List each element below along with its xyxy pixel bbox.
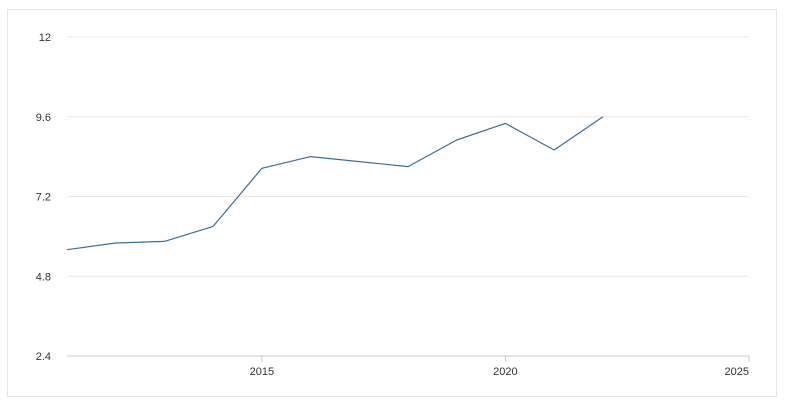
y-tick-label: 7.2 bbox=[36, 192, 51, 204]
y-tick-label: 2.4 bbox=[36, 351, 51, 363]
series bbox=[66, 116, 604, 251]
series-line bbox=[66, 116, 604, 251]
chart-frame bbox=[7, 9, 777, 397]
y-tick-label: 4.8 bbox=[36, 271, 51, 283]
x-tick-label: 2025 bbox=[725, 366, 749, 378]
gridlines bbox=[67, 36, 749, 277]
y-tick-label: 12 bbox=[39, 32, 51, 44]
y-axis-tick-labels: 2.4 4.8 7.2 9.6 12 bbox=[36, 32, 51, 363]
y-tick-label: 9.6 bbox=[36, 112, 51, 124]
x-axis-tick-labels: 2015 2020 2025 bbox=[250, 366, 749, 378]
x-tick-label: 2015 bbox=[250, 366, 274, 378]
x-tick-label: 2020 bbox=[493, 366, 517, 378]
x-axis bbox=[67, 355, 750, 362]
